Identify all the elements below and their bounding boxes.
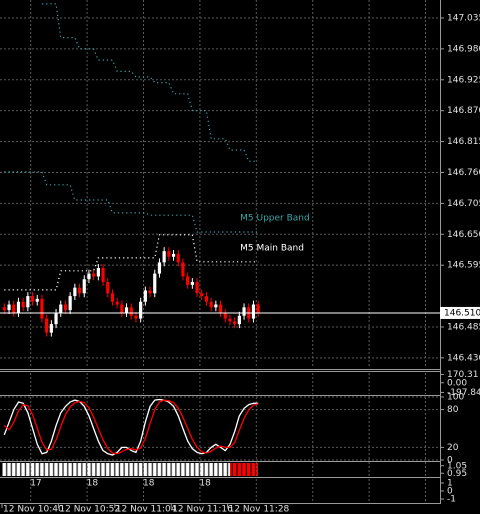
candle-body — [237, 315, 241, 325]
y-tick-label: 146.815 — [447, 137, 480, 147]
panel-frame — [0, 0, 441, 504]
candle-body — [73, 287, 77, 297]
annotation: 18 — [87, 479, 99, 489]
candle-body — [21, 301, 25, 308]
candle-body — [77, 287, 82, 294]
candle-body — [153, 273, 157, 294]
candle-body — [124, 307, 129, 313]
candle-body — [63, 304, 68, 311]
y-tick-label: 146.595 — [447, 261, 480, 271]
candle-body — [68, 296, 72, 311]
candle-body — [12, 304, 16, 313]
series-label: M5 Upper Band — [240, 214, 310, 224]
candle-body — [209, 301, 213, 308]
candle-body — [139, 301, 143, 319]
x-tick-label: 12 Nov 10:40 — [3, 505, 64, 514]
y-tick-label: 0.00 — [447, 378, 467, 388]
candle-body — [181, 262, 185, 277]
candle-body — [233, 321, 237, 325]
candle-body — [120, 304, 124, 313]
candle-body — [190, 282, 194, 285]
candle-body — [115, 301, 119, 305]
y-tick-label: 170.31 — [447, 370, 479, 380]
candle-body — [16, 301, 21, 313]
candle-body — [195, 282, 199, 294]
candle-body — [2, 307, 6, 311]
candle-body — [92, 273, 96, 277]
y-tick-label: -197.845 — [447, 388, 480, 398]
candle-body — [214, 304, 218, 308]
y-tick-label: 146.925 — [447, 75, 480, 85]
candle-body — [7, 304, 11, 311]
candle-body — [242, 307, 246, 316]
candle-body — [101, 267, 105, 283]
candle-body — [176, 253, 180, 263]
series-label: M5 Main Band — [240, 243, 304, 253]
candle-body — [167, 251, 171, 257]
y-tick-label: 80 — [447, 405, 459, 415]
series-line — [3, 398, 259, 456]
y-tick-label: 1.05 — [447, 461, 467, 471]
candle-body — [35, 298, 39, 302]
candle-body — [223, 312, 227, 319]
price-box — [440, 306, 480, 319]
x-tick-label: 12 Nov 11:04 — [116, 505, 177, 514]
y-tick-label: 20 — [447, 443, 459, 453]
signal-strip — [2, 463, 230, 476]
y-tick-label: 1 — [447, 479, 453, 489]
y-tick-label: 146.870 — [447, 106, 480, 116]
series-line — [42, 3, 259, 162]
candle-body — [251, 304, 256, 319]
x-tick-label: 12 Nov 11:16 — [172, 505, 233, 514]
series-line — [4, 234, 259, 291]
candle-body — [110, 293, 115, 302]
y-tick-label: 100 — [447, 393, 464, 403]
y-tick-label: 0.95 — [447, 469, 467, 479]
candle-body — [49, 324, 53, 333]
series-line — [4, 171, 259, 233]
y-tick-label: 146.760 — [447, 168, 480, 178]
candle-body — [26, 296, 30, 308]
candle-body — [162, 251, 166, 263]
annotation: 17 — [30, 479, 41, 489]
candle-body — [157, 262, 162, 274]
candle-body — [171, 253, 176, 257]
candle-body — [87, 273, 91, 280]
candle-body — [228, 318, 232, 322]
y-tick-label: 146.705 — [447, 199, 480, 209]
y-tick-label: -1 — [447, 495, 456, 505]
y-tick-label: 146.430 — [447, 353, 480, 363]
series-line — [3, 399, 259, 455]
candle-body — [218, 304, 223, 313]
y-tick-label: 0 — [447, 487, 453, 497]
candle-body — [59, 304, 63, 313]
candle-body — [134, 315, 138, 319]
x-tick-label: 12 Nov 10:52 — [59, 505, 120, 514]
annotation: 18 — [199, 479, 211, 489]
y-tick-label: 146.650 — [447, 230, 480, 240]
candle-body — [256, 304, 260, 313]
y-tick-label: 147.035 — [447, 13, 480, 23]
candle-body — [143, 290, 147, 302]
candle-body — [45, 318, 49, 333]
candle-body — [204, 296, 209, 302]
candle-body — [200, 293, 204, 297]
candle-body — [30, 296, 35, 302]
price-label: 146.510 — [444, 308, 480, 318]
x-tick-label: 12 Nov 11:28 — [229, 505, 290, 514]
candle-body — [106, 282, 110, 294]
candle-body — [96, 267, 100, 277]
y-tick-label: 0 — [447, 456, 453, 466]
y-tick-label: 146.485 — [447, 322, 480, 332]
signal-strip — [230, 463, 258, 476]
y-tick-label: 146.980 — [447, 44, 480, 54]
candle-body — [129, 307, 133, 316]
candle-body — [186, 276, 190, 285]
candle-body — [54, 312, 58, 325]
candle-body — [148, 290, 152, 294]
candle-body — [82, 279, 86, 294]
candle-body — [40, 298, 44, 319]
annotation: 18 — [143, 479, 155, 489]
